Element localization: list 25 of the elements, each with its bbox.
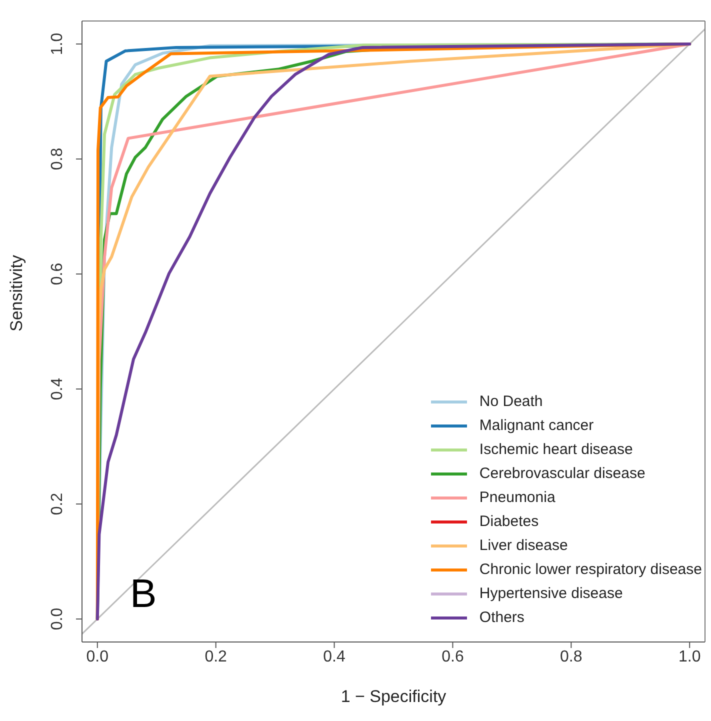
x-tick-label: 0.8 [560,648,582,666]
annotation: B [130,572,157,617]
legend-label: No Death [479,392,543,412]
legend-label: Others [479,608,524,628]
legend-label: Hypertensive disease [479,584,623,604]
x-axis-title: 1 − Specificity [340,687,447,706]
y-tick-label: 0.4 [49,378,66,400]
y-axis-title: Sensitivity [7,254,26,332]
legend-label: Pneumonia [479,488,556,508]
legend-label: Ischemic heart disease [479,440,633,460]
x-tick-label: 0.6 [442,648,464,666]
legend-label: Chronic lower respiratory disease [479,560,702,580]
legend-label: Cerebrovascular disease [479,464,646,484]
legend-label: Diabetes [479,512,539,532]
x-tick-label: 0.4 [323,648,346,666]
legend-label: Liver disease [479,536,568,556]
legend-label: Malignant cancer [479,416,594,436]
x-tick-label: 0.0 [86,648,109,666]
x-tick-label: 0.2 [204,648,228,666]
x-tick-label: 1.0 [678,648,701,666]
y-tick-label: 0.8 [49,148,66,170]
y-tick-label: 0.2 [49,492,66,516]
y-tick-label: 0.0 [49,608,66,630]
y-tick-label: 0.6 [49,262,66,286]
y-tick-label: 1.0 [49,32,66,56]
